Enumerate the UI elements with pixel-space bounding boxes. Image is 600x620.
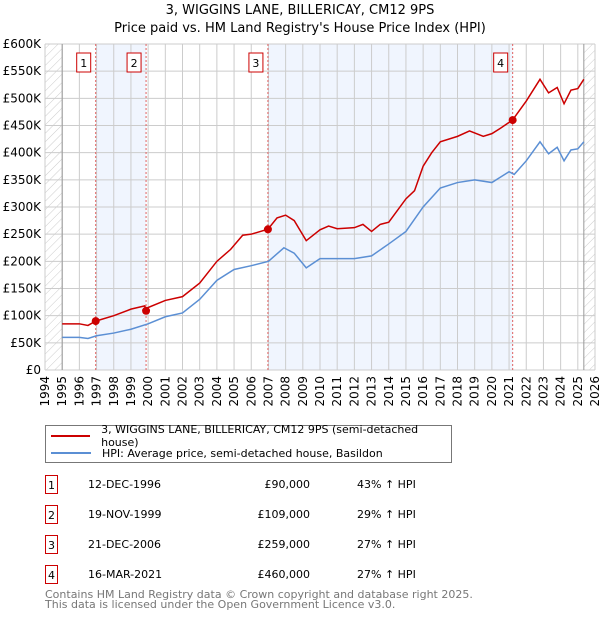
sale-hpi: 43% ↑ HPI	[357, 478, 416, 491]
sale-badge: 3	[45, 535, 58, 554]
y-tick-label: £150K	[3, 282, 43, 296]
sale-hpi: 27% ↑ HPI	[357, 568, 416, 581]
sale-label-box	[126, 52, 142, 73]
x-tick-label: 2024	[554, 376, 568, 407]
x-tick-label: 2021	[502, 376, 516, 407]
sale-date: 19-NOV-1999	[88, 508, 162, 521]
price-chart: £0 £50K £100K £150K £200K £250K £300K £350K £400…	[3, 37, 600, 407]
y-tick-label: £200K	[3, 254, 43, 268]
x-tick-label: 2004	[210, 376, 224, 407]
y-tick-label: £50K	[10, 336, 42, 350]
sale-badge: 2	[45, 505, 58, 524]
sale-point	[142, 306, 151, 315]
sale-label-box	[248, 52, 264, 73]
x-tick-label: 2023	[536, 376, 550, 407]
x-tick-label: 2026	[588, 376, 600, 407]
x-tick-label: 2001	[158, 376, 172, 407]
footer-line-1: Contains HM Land Registry data © Crown c…	[45, 588, 473, 601]
footer: Contains HM Land Registry data © Crown c…	[45, 588, 473, 611]
x-tick-label: 2025	[571, 376, 585, 407]
x-tick-label: 2017	[433, 376, 447, 407]
sale-date: 16-MAR-2021	[88, 568, 163, 581]
x-tick-label: 1999	[124, 376, 138, 407]
sale-date: 12-DEC-1996	[88, 478, 162, 491]
sale-point	[508, 116, 517, 125]
x-tick-label: 2015	[399, 376, 413, 407]
sale-label: 2	[131, 57, 138, 70]
y-tick-label: £600K	[3, 37, 43, 51]
chart-title: 3, WIGGINS LANE, BILLERICAY, CM12 9PS	[165, 3, 435, 18]
x-tick-label: 2005	[227, 376, 241, 407]
y-tick-label: £100K	[3, 309, 43, 323]
x-tick-label: 2016	[416, 376, 430, 407]
sale-point	[91, 317, 100, 326]
legend-red-swatch	[51, 435, 91, 437]
sale-label-box	[493, 52, 509, 73]
legend: 3, WIGGINS LANE, BILLERICAY, CM12 9PS (s…	[45, 423, 452, 463]
sale-label: 1	[80, 57, 87, 70]
table-row: 3 21-DEC-2006 £259,000 27% ↑ HPI	[45, 535, 445, 555]
sale-price: £109,000	[257, 508, 311, 521]
x-tick-label: 2012	[347, 376, 361, 407]
hpi-line	[62, 140, 585, 340]
x-tick-label: 2011	[330, 376, 344, 407]
sale-label: 4	[497, 57, 504, 70]
sale-label: 3	[252, 57, 259, 70]
y-tick-label: £250K	[3, 227, 43, 241]
sale-date: 21-DEC-2006	[88, 538, 162, 551]
sale-badge: 4	[45, 565, 58, 584]
x-tick-label: 2008	[279, 376, 293, 407]
x-tick-label: 1994	[38, 376, 52, 407]
legend-blue-swatch	[51, 452, 91, 454]
sale-price: £90,000	[264, 478, 311, 491]
y-tick-label: £550K	[3, 64, 43, 78]
x-tick-label: 2002	[176, 376, 190, 407]
x-tick-label: 2003	[193, 376, 207, 407]
x-tick-label: 2009	[296, 376, 310, 407]
x-tick-label: 2010	[313, 376, 327, 407]
x-tick-label: 2013	[365, 376, 379, 407]
x-tick-label: 1995	[55, 376, 69, 407]
y-tick-label: £450K	[3, 119, 43, 133]
sale-label-box	[76, 52, 92, 73]
footer-line-2: This data is licensed under the Open Gov…	[45, 598, 396, 611]
x-tick-label: 1996	[72, 376, 86, 407]
table-row: 4 16-MAR-2021 £460,000 27% ↑ HPI	[45, 565, 445, 585]
sale-hpi: 29% ↑ HPI	[357, 508, 416, 521]
sale-hpi: 27% ↑ HPI	[357, 538, 416, 551]
x-tick-label: 2020	[485, 376, 499, 407]
x-tick-label: 2000	[141, 376, 155, 407]
x-tick-label: 2006	[244, 376, 258, 407]
y-tick-label: £0	[26, 363, 41, 377]
x-tick-label: 2022	[519, 376, 533, 407]
chart-subtitle: Price paid vs. HM Land Registry's House …	[114, 21, 486, 36]
sale-badge: 1	[45, 475, 58, 494]
x-tick-label: 2007	[261, 376, 275, 407]
x-tick-label: 1997	[90, 376, 104, 407]
table-row: 2 19-NOV-1999 £109,000 29% ↑ HPI	[45, 505, 445, 525]
x-tick-label: 2014	[382, 376, 396, 407]
y-tick-label: £350K	[3, 173, 43, 187]
sale-price: £259,000	[257, 538, 311, 551]
table-row: 1 12-DEC-1996 £90,000 43% ↑ HPI	[45, 475, 445, 495]
legend-hpi: HPI: Average price, semi-detached house,…	[102, 446, 383, 460]
legend-property: 3, WIGGINS LANE, BILLERICAY, CM12 9PS (s…	[101, 423, 419, 449]
x-tick-label: 2019	[468, 376, 482, 407]
x-tick-label: 1998	[107, 376, 121, 407]
sale-point	[263, 225, 272, 234]
y-tick-label: £400K	[3, 146, 43, 160]
sale-price: £460,000	[257, 568, 311, 581]
y-tick-label: £300K	[3, 200, 43, 214]
x-tick-label: 2018	[451, 376, 465, 407]
y-tick-label: £500K	[3, 91, 43, 105]
